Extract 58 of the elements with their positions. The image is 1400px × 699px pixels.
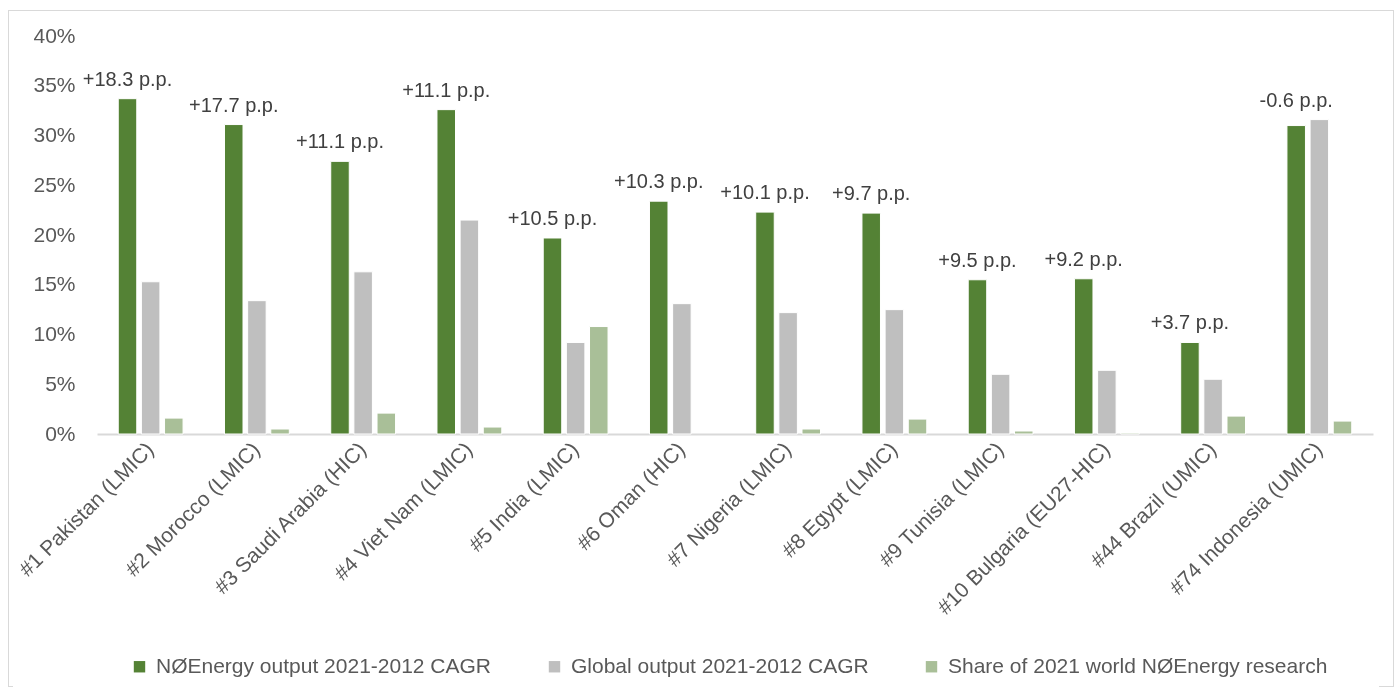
y-tick-label: 5% bbox=[45, 371, 76, 395]
y-tick-label: 15% bbox=[33, 272, 76, 296]
bar bbox=[1332, 420, 1353, 435]
legend-label: NØEnergy output 2021-2012 CAGR bbox=[156, 653, 492, 677]
bar bbox=[1073, 278, 1094, 435]
bar bbox=[967, 279, 988, 435]
bar bbox=[861, 212, 881, 435]
bar bbox=[542, 237, 563, 435]
y-tick-label: 25% bbox=[33, 172, 76, 196]
bar bbox=[755, 211, 775, 435]
bar bbox=[223, 124, 244, 435]
bar bbox=[565, 341, 586, 435]
bar bbox=[1309, 119, 1330, 435]
annotation: +10.3 p.p. bbox=[613, 170, 704, 193]
y-tick-label: 0% bbox=[45, 421, 76, 445]
bar bbox=[884, 309, 905, 435]
annotation: +10.1 p.p. bbox=[720, 181, 810, 204]
annotation: +10.5 p.p. bbox=[507, 206, 598, 229]
bar bbox=[672, 303, 692, 435]
bar bbox=[376, 412, 397, 435]
bar bbox=[164, 417, 184, 435]
bar bbox=[1203, 378, 1223, 435]
annotation: +9.5 p.p. bbox=[938, 248, 1017, 271]
y-tick-label: 30% bbox=[33, 123, 76, 146]
bar bbox=[140, 281, 161, 435]
bar bbox=[436, 109, 456, 435]
y-tick-label: 40% bbox=[33, 23, 76, 47]
bar bbox=[482, 426, 503, 435]
annotation: +9.2 p.p. bbox=[1044, 247, 1123, 270]
bar bbox=[353, 271, 373, 435]
annotation: +9.7 p.p. bbox=[832, 182, 911, 205]
bar bbox=[1014, 430, 1034, 435]
y-tick-label: 20% bbox=[33, 222, 76, 246]
bar bbox=[459, 219, 480, 435]
y-tick-label: 35% bbox=[33, 73, 76, 97]
bar bbox=[990, 373, 1011, 435]
bar bbox=[270, 428, 290, 435]
bar bbox=[330, 160, 350, 435]
bar bbox=[117, 98, 138, 435]
y-tick-label: 10% bbox=[33, 322, 76, 345]
bar bbox=[907, 418, 928, 435]
annotation: +11.1 p.p. bbox=[295, 130, 385, 153]
annotation: -0.6 p.p. bbox=[1259, 88, 1333, 111]
bar bbox=[1097, 369, 1117, 435]
legend-label: Global output 2021-2012 CAGR bbox=[571, 653, 869, 677]
legend-label: Share of 2021 world NØEnergy research bbox=[948, 653, 1328, 677]
bar bbox=[589, 326, 609, 435]
annotation: +18.3 p.p. bbox=[82, 67, 173, 90]
bar bbox=[1286, 125, 1306, 435]
bar bbox=[648, 200, 669, 435]
annotation: +11.1 p.p. bbox=[402, 78, 491, 101]
bar bbox=[1180, 341, 1200, 435]
bar bbox=[801, 428, 822, 435]
bar bbox=[247, 300, 267, 435]
annotation: +3.7 p.p. bbox=[1150, 311, 1230, 334]
bar bbox=[1226, 415, 1247, 435]
annotation: +17.7 p.p. bbox=[188, 93, 279, 116]
bar bbox=[778, 312, 798, 435]
